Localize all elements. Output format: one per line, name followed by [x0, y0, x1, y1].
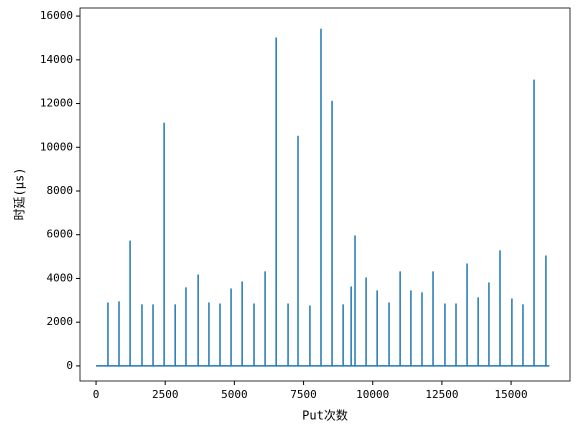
- y-tick-label: 8000: [47, 184, 74, 197]
- x-tick-label: 10000: [356, 388, 389, 401]
- x-tick-label: 7500: [290, 388, 317, 401]
- x-axis-label: Put次数: [302, 408, 348, 423]
- y-tick-label: 4000: [47, 271, 74, 284]
- y-tick-label: 14000: [40, 53, 73, 66]
- y-axis-label: 时延(μs): [13, 168, 27, 221]
- x-tick-label: 12500: [425, 388, 458, 401]
- y-tick-label: 10000: [40, 140, 73, 153]
- x-tick-label: 15000: [495, 388, 528, 401]
- y-tick-label: 16000: [40, 9, 73, 22]
- y-tick-label: 0: [66, 359, 73, 372]
- data-line: [96, 28, 550, 367]
- y-tick-label: 6000: [47, 228, 74, 241]
- x-tick-label: 2500: [152, 388, 179, 401]
- y-tick-label: 12000: [40, 97, 73, 110]
- plot-frame: [79, 7, 571, 382]
- y-tick-label: 2000: [47, 315, 74, 328]
- x-tick-label: 0: [93, 388, 100, 401]
- x-tick-label: 5000: [221, 388, 248, 401]
